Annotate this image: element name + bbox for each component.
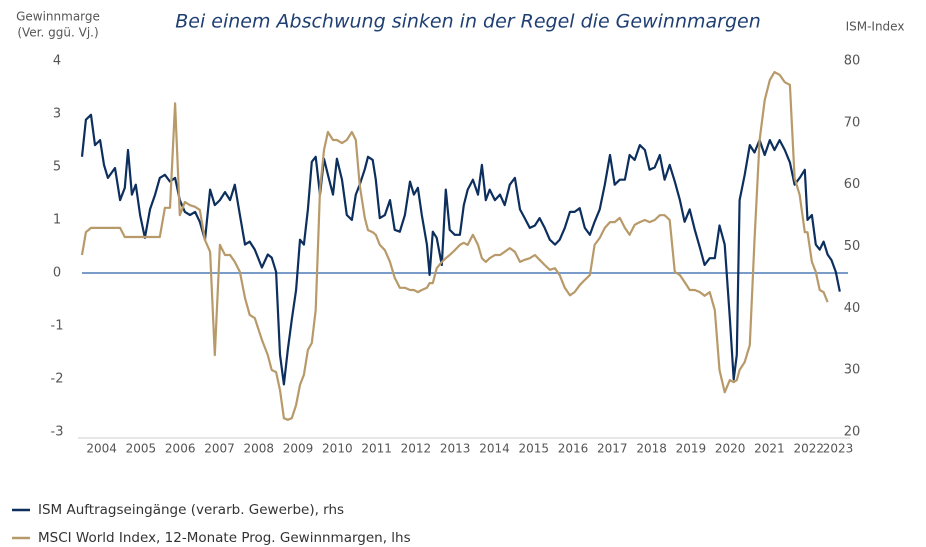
y2-tick-label: 30 [844,363,861,378]
x-tick-label: 2011 [361,442,392,456]
x-tick-label: 2010 [322,442,353,456]
x-tick-label: 2008 [243,442,274,456]
y2-tick-label: 80 [844,54,861,69]
y-tick-label: -3 [51,425,64,440]
y-tick-label: 3 [53,107,61,122]
y2-tick-label: 40 [844,301,861,316]
y2-axis-label: ISM-Index [846,20,905,34]
x-tick-label: 2013 [440,442,471,456]
x-tick-label: 2017 [597,442,628,456]
y-tick-label: -2 [51,372,64,387]
y-axis-label: (Ver. ggü. Vj.) [17,26,98,40]
x-tick-label: 2020 [715,442,746,456]
series-line [80,70,829,421]
x-tick-label: 2015 [518,442,549,456]
y2-tick-label: 70 [844,115,861,130]
y2-tick-label: 60 [844,177,861,192]
legend-label: MSCI World Index, 12-Monate Prog. Gewinn… [38,530,411,546]
y-tick-label: 5 [53,160,61,175]
x-tick-label: 2004 [86,442,117,456]
x-tick-label: 2019 [676,442,707,456]
x-tick-label: 2021 [754,442,785,456]
legend-label: ISM Auftragseingänge (verarb. Gewerbe), … [38,502,344,518]
x-tick-label: 2018 [636,442,667,456]
series-line [80,113,841,386]
x-tick-label: 2006 [165,442,196,456]
y2-tick-label: 20 [844,425,861,440]
chart-title: Bei einem Abschwung sinken in der Regel … [175,11,761,33]
y-axis-label: Gewinnmarge [16,10,100,24]
y-tick-label: 4 [53,54,61,69]
x-tick-label: 2022 [793,442,824,456]
x-tick-label: 2005 [126,442,157,456]
y-tick-label: 1 [53,213,61,228]
y-tick-label: 0 [53,266,61,281]
y-tick-label: -1 [51,319,64,334]
x-tick-label: 2014 [479,442,510,456]
x-tick-label: 2007 [204,442,235,456]
x-tick-label: 2023 [823,442,854,456]
x-tick-label: 2009 [283,442,314,456]
x-tick-label: 2016 [558,442,589,456]
x-tick-label: 2012 [401,442,432,456]
y2-tick-label: 50 [844,239,861,254]
